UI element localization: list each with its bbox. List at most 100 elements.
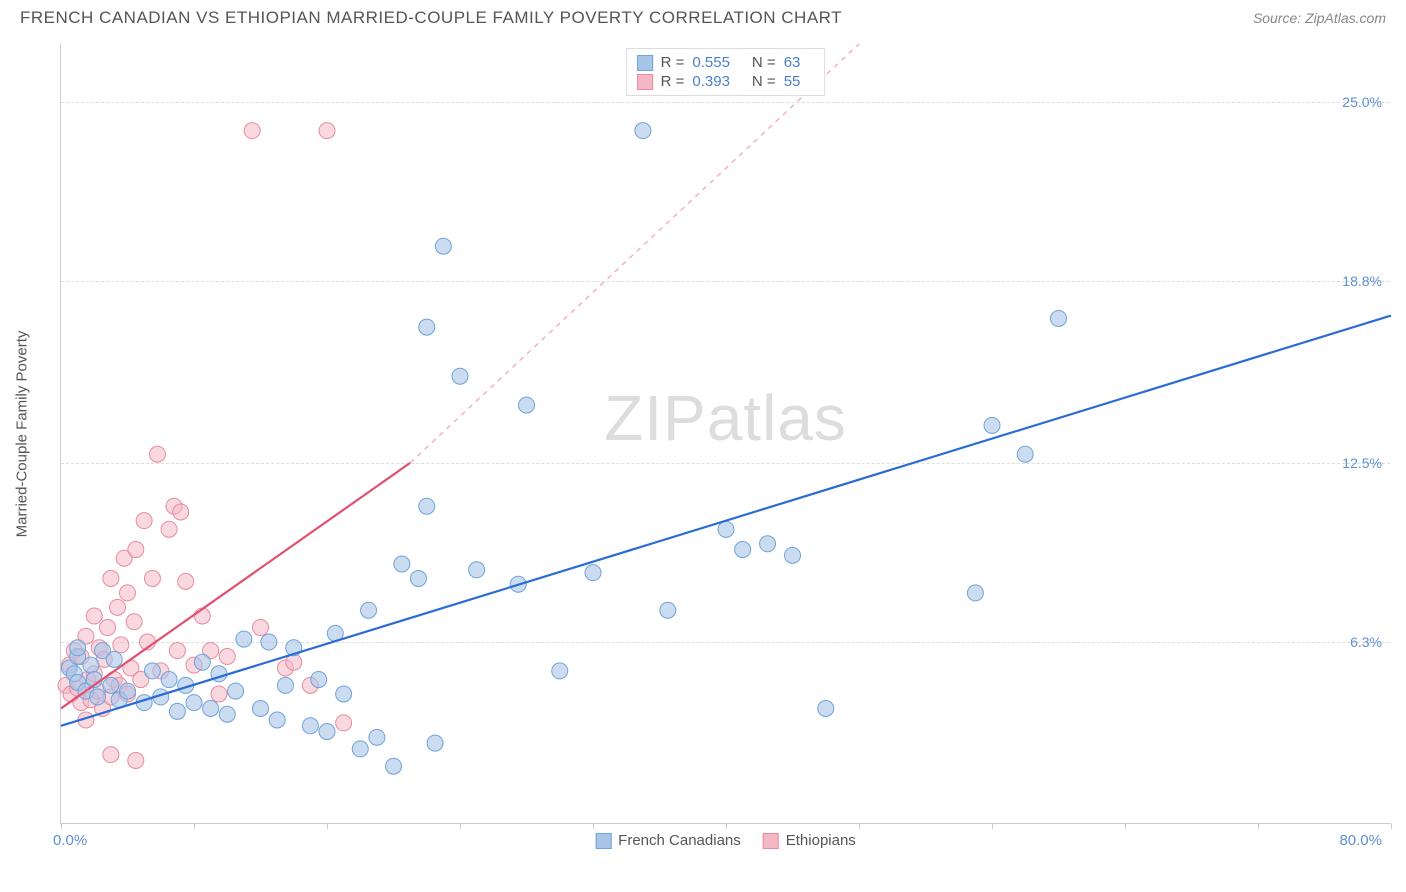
scatter-plot-svg xyxy=(61,44,1390,823)
swatch-blue-2 xyxy=(595,833,611,849)
y-axis-label: Married-Couple Family Poverty xyxy=(14,331,31,538)
blue-point xyxy=(203,700,219,716)
r-value-blue: 0.555 xyxy=(692,54,730,71)
pink-point xyxy=(100,620,116,636)
blue-point xyxy=(386,758,402,774)
chart-title: FRENCH CANADIAN VS ETHIOPIAN MARRIED-COU… xyxy=(20,8,842,28)
blue-point xyxy=(194,654,210,670)
blue-point xyxy=(269,712,285,728)
blue-point xyxy=(369,729,385,745)
legend-item-pink: Ethiopians xyxy=(763,832,856,849)
legend-label-blue: French Canadians xyxy=(618,832,741,849)
blue-point xyxy=(427,735,443,751)
blue-point xyxy=(361,602,377,618)
blue-point xyxy=(519,397,535,413)
blue-point xyxy=(319,724,335,740)
blue-point xyxy=(967,585,983,601)
pink-point xyxy=(120,585,136,601)
x-tick xyxy=(1258,823,1259,829)
blue-point xyxy=(236,631,252,647)
pink-point xyxy=(244,123,260,139)
x-tick xyxy=(593,823,594,829)
blue-point xyxy=(70,640,86,656)
pink-point xyxy=(128,752,144,768)
r-label-2: R = xyxy=(661,73,685,90)
x-tick xyxy=(1391,823,1392,829)
stats-row-pink: R = 0.393 N = 55 xyxy=(637,72,815,91)
blue-point xyxy=(277,677,293,693)
blue-point xyxy=(83,657,99,673)
blue-point xyxy=(106,651,122,667)
blue-point xyxy=(261,634,277,650)
blue-point xyxy=(785,547,801,563)
n-value-blue: 63 xyxy=(784,54,801,71)
pink-point xyxy=(194,608,210,624)
blue-point xyxy=(219,706,235,722)
blue-point xyxy=(635,123,651,139)
blue-point xyxy=(253,700,269,716)
pink-point xyxy=(110,599,126,615)
blue-point xyxy=(311,672,327,688)
blue-point xyxy=(161,672,177,688)
blue-point xyxy=(228,683,244,699)
blue-point xyxy=(660,602,676,618)
x-tick xyxy=(194,823,195,829)
pink-point xyxy=(103,747,119,763)
y-tick-label: 25.0% xyxy=(1342,94,1382,110)
chart-header: FRENCH CANADIAN VS ETHIOPIAN MARRIED-COU… xyxy=(0,0,1406,32)
x-tick xyxy=(460,823,461,829)
legend-item-blue: French Canadians xyxy=(595,832,741,849)
blue-point xyxy=(394,556,410,572)
x-max-label: 80.0% xyxy=(1339,832,1382,849)
pink-point xyxy=(113,637,129,653)
blue-point xyxy=(419,498,435,514)
x-tick xyxy=(992,823,993,829)
blue-point xyxy=(410,570,426,586)
x-tick xyxy=(859,823,860,829)
stats-row-blue: R = 0.555 N = 63 xyxy=(637,53,815,72)
pink-point xyxy=(86,608,102,624)
blue-point xyxy=(120,683,136,699)
pink-point xyxy=(161,521,177,537)
blue-point xyxy=(186,695,202,711)
x-tick xyxy=(726,823,727,829)
pink-point xyxy=(128,542,144,558)
pink-point xyxy=(336,715,352,731)
blue-point xyxy=(352,741,368,757)
n-label: N = xyxy=(752,54,776,71)
pink-point xyxy=(103,570,119,586)
blue-point xyxy=(103,677,119,693)
series-legend: French Canadians Ethiopians xyxy=(595,832,856,849)
pink-point xyxy=(253,620,269,636)
chart-container: Married-Couple Family Poverty ZIPatlas R… xyxy=(60,44,1390,824)
x-tick xyxy=(1125,823,1126,829)
blue-point xyxy=(818,700,834,716)
y-tick-label: 18.8% xyxy=(1342,273,1382,289)
pink-point xyxy=(144,570,160,586)
pink-point xyxy=(136,513,152,529)
pink-point xyxy=(211,686,227,702)
blue-point xyxy=(144,663,160,679)
blue-point xyxy=(552,663,568,679)
blue-point xyxy=(435,238,451,254)
pink-point xyxy=(319,123,335,139)
blue-point xyxy=(1017,446,1033,462)
blue-point xyxy=(1051,310,1067,326)
n-label-2: N = xyxy=(752,73,776,90)
blue-point xyxy=(718,521,734,537)
regression-line-blue xyxy=(61,316,1391,726)
x-tick xyxy=(327,823,328,829)
blue-point xyxy=(984,417,1000,433)
blue-point xyxy=(419,319,435,335)
pink-point xyxy=(169,643,185,659)
legend-label-pink: Ethiopians xyxy=(786,832,856,849)
plot-area: ZIPatlas R = 0.555 N = 63 R = 0.393 N = … xyxy=(60,44,1390,824)
blue-point xyxy=(585,565,601,581)
blue-point xyxy=(735,542,751,558)
r-label: R = xyxy=(661,54,685,71)
stats-legend: R = 0.555 N = 63 R = 0.393 N = 55 xyxy=(626,48,826,96)
swatch-blue xyxy=(637,55,653,71)
blue-point xyxy=(169,703,185,719)
x-min-label: 0.0% xyxy=(53,832,87,849)
y-tick-label: 6.3% xyxy=(1350,634,1382,650)
